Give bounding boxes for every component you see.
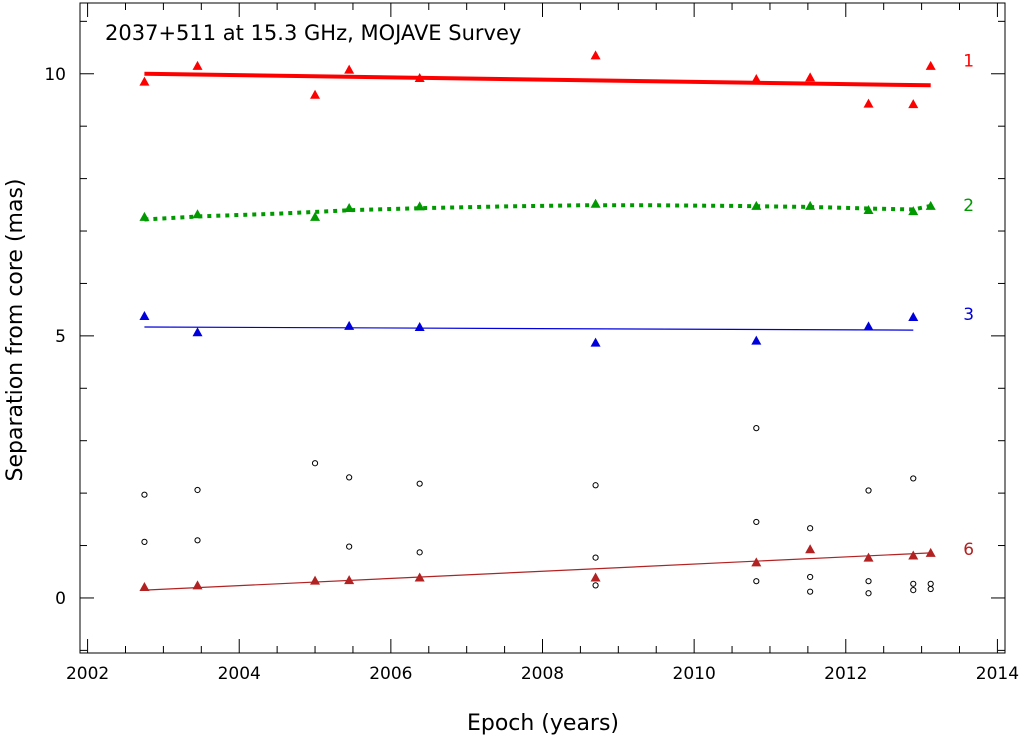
open-circle-point	[753, 425, 760, 432]
data-point-series-6	[908, 550, 919, 560]
open-circle-point	[311, 460, 319, 467]
data-point-series-6	[344, 575, 355, 585]
data-point-series-6	[414, 572, 425, 582]
data-point-series-6	[863, 552, 874, 562]
data-point-series-6	[310, 575, 321, 585]
chart-title: 2037+511 at 15.3 GHz, MOJAVE Survey	[105, 21, 521, 45]
open-circle-point	[194, 486, 201, 494]
open-circle-point	[807, 573, 814, 581]
y-tick-label: 10	[44, 65, 66, 85]
open-circle-point	[416, 549, 423, 556]
data-point-series-2	[414, 201, 425, 211]
data-point-series-6	[590, 572, 601, 582]
open-circle-point	[927, 580, 934, 587]
x-tick-label: 2012	[824, 664, 867, 684]
open-circle-point	[807, 525, 814, 532]
data-point-series-1	[192, 60, 203, 70]
data-point-series-6	[805, 544, 816, 554]
open-circle-point	[346, 543, 353, 550]
data-point-series-2	[925, 200, 936, 210]
open-circle-point	[865, 487, 872, 494]
x-tick-label: 2014	[976, 664, 1019, 684]
data-point-series-3	[908, 311, 919, 321]
data-point-series-1	[344, 64, 355, 74]
ticks-layer: 2002 2004 2006 2008 2010 2012 2014 0 5 10	[44, 3, 1019, 684]
y-tick-label: 0	[55, 589, 66, 609]
points-layer	[139, 50, 936, 597]
data-point-series-2	[908, 206, 919, 216]
data-point-series-6	[192, 580, 203, 590]
open-circle-point	[194, 537, 201, 544]
data-point-series-1	[805, 72, 816, 82]
x-tick-label: 2008	[521, 664, 564, 684]
open-circle-point	[927, 585, 934, 593]
x-tick-label: 2010	[673, 664, 716, 684]
fit-lines-layer	[144, 71, 932, 591]
open-circle-point	[592, 554, 599, 561]
data-point-series-3	[344, 320, 355, 330]
data-point-series-3	[192, 327, 203, 337]
data-point-series-3	[863, 321, 874, 331]
open-circle-point	[753, 578, 760, 585]
data-point-series-1	[908, 99, 919, 109]
open-circle-point	[141, 491, 148, 498]
open-circle-point	[141, 538, 148, 545]
data-point-series-2	[192, 209, 203, 219]
data-point-series-1	[139, 76, 150, 86]
data-point-series-1	[863, 98, 874, 108]
y-tick-label: 5	[55, 327, 66, 347]
fit-line-series-1	[144, 71, 931, 88]
series-label-2: 2	[963, 196, 974, 216]
data-point-series-2	[310, 211, 321, 221]
data-point-series-1	[590, 50, 601, 60]
fit-line-series-3	[144, 326, 914, 331]
y-axis-label: Separation from core (mas)	[3, 179, 28, 482]
data-point-series-2	[751, 200, 762, 210]
open-circle-point	[807, 588, 814, 595]
data-point-series-1	[414, 72, 425, 82]
data-point-series-2	[805, 200, 816, 210]
open-circle-point	[753, 518, 760, 526]
open-circle-point	[910, 475, 917, 482]
data-point-series-1	[751, 74, 762, 84]
series-labels-layer: 1 2 3 6	[963, 52, 974, 561]
data-point-series-1	[310, 89, 321, 99]
open-circle-point	[592, 582, 599, 589]
open-circle-point	[592, 482, 599, 489]
open-circle-point	[865, 590, 872, 597]
data-point-series-6	[925, 547, 936, 557]
x-tick-label: 2004	[218, 664, 261, 684]
fit-line-series-6	[144, 552, 931, 591]
x-axis-label: Epoch (years)	[467, 711, 619, 736]
open-circle-point	[865, 578, 872, 585]
data-point-series-6	[751, 557, 762, 567]
x-tick-label: 2002	[66, 664, 109, 684]
data-point-series-3	[751, 335, 762, 345]
open-circle-point	[416, 480, 423, 487]
open-circle-point	[910, 580, 917, 587]
series-label-1: 1	[963, 52, 974, 72]
data-point-series-2	[344, 202, 355, 212]
open-circle-point	[910, 586, 917, 594]
data-point-series-2	[590, 198, 601, 208]
series-label-3: 3	[963, 305, 974, 325]
data-point-series-1	[925, 60, 936, 70]
data-point-series-2	[139, 211, 150, 221]
data-point-series-2	[863, 205, 874, 215]
data-point-series-3	[590, 337, 601, 347]
series-label-6: 6	[963, 540, 974, 560]
data-point-series-3	[414, 321, 425, 331]
x-tick-label: 2006	[369, 664, 412, 684]
open-circle-point	[346, 474, 353, 481]
data-point-series-6	[139, 581, 150, 591]
data-point-series-3	[139, 310, 150, 320]
